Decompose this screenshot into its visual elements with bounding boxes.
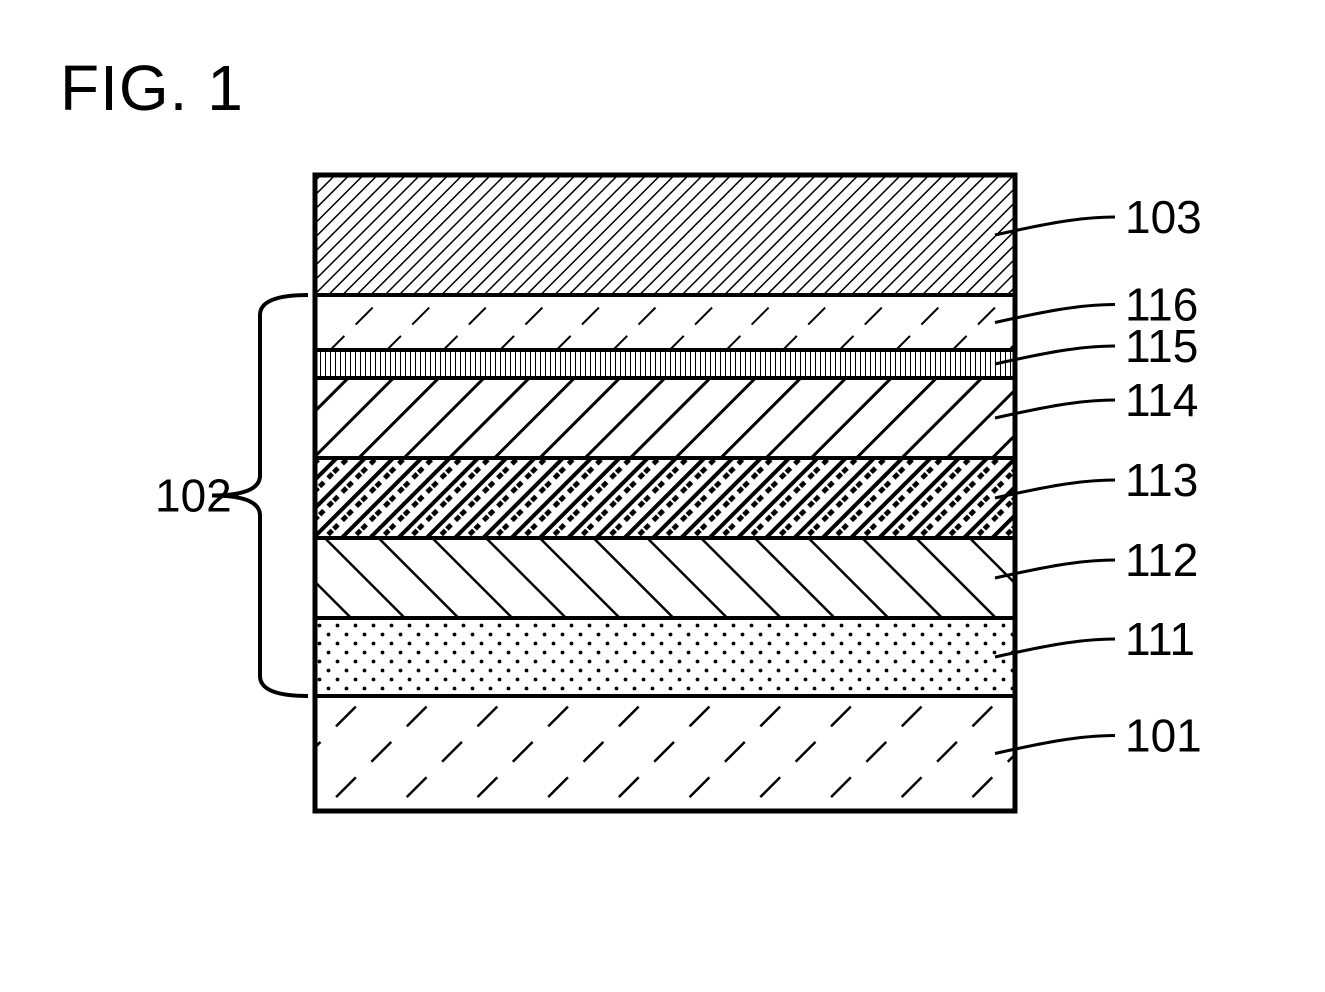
layer-111 — [315, 618, 1015, 696]
layer-113 — [315, 458, 1015, 538]
layer-103 — [315, 175, 1015, 295]
group-label: 102 — [155, 470, 232, 522]
layer-label-115: 115 — [1125, 320, 1198, 372]
layer-label-111: 111 — [1125, 613, 1195, 665]
layer-stack-diagram: 103116115114113112111101102 — [0, 0, 1325, 992]
layer-114 — [315, 378, 1015, 458]
layer-label-103: 103 — [1125, 191, 1202, 243]
layer-label-113: 113 — [1125, 454, 1198, 506]
layer-116 — [315, 295, 1015, 350]
layer-112 — [315, 538, 1015, 618]
group-brace-bottom — [212, 496, 308, 697]
layer-101 — [315, 696, 1015, 811]
layer-label-112: 112 — [1125, 534, 1198, 586]
layer-115 — [315, 350, 1015, 378]
figure-canvas: FIG. 1 103116115114113112111101102 — [0, 0, 1325, 992]
layer-label-114: 114 — [1125, 374, 1198, 426]
group-brace-top — [212, 295, 308, 496]
layer-label-101: 101 — [1125, 710, 1202, 762]
